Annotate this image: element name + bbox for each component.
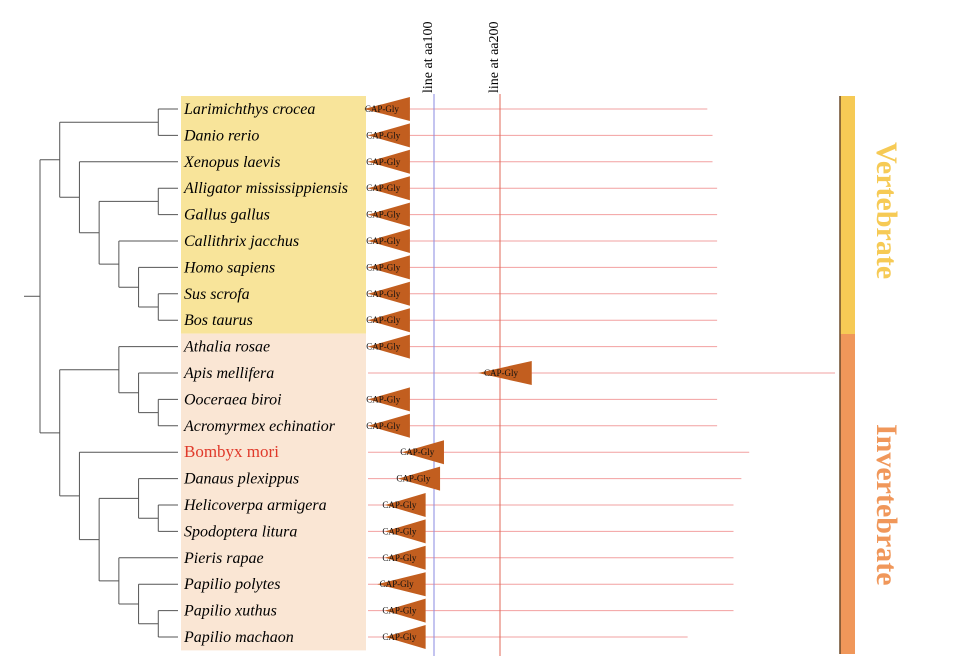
cap-gly-domain	[398, 466, 441, 491]
domain-label: CAP-Gly	[366, 315, 401, 325]
group-side-bars: Vertebrate Invertebrate	[839, 96, 903, 654]
invertebrate-block	[181, 333, 366, 651]
domain-label: CAP-Gly	[382, 526, 417, 536]
cap-gly-domain	[364, 97, 410, 121]
cap-gly-domain	[368, 255, 410, 280]
cap-gly-domain	[368, 334, 410, 359]
species-label: Callithrix jacchus	[184, 233, 299, 250]
cap-gly-domain	[385, 625, 426, 649]
species-label: Bombyx mori	[184, 442, 279, 461]
domain-label: CAP-Gly	[366, 342, 401, 352]
species-label: Alligator mississippiensis	[183, 180, 348, 197]
domain-label: CAP-Gly	[382, 632, 417, 642]
reference-line-label: line at aa100	[421, 21, 436, 93]
vertebrate-label: Vertebrate	[870, 142, 903, 279]
cap-gly-domain	[368, 308, 410, 333]
species-label: Sus scrofa	[184, 286, 250, 303]
reference-lines: line at aa100 line at aa200	[421, 21, 502, 656]
domain-label: CAP-Gly	[366, 130, 401, 140]
domain-label: CAP-Gly	[366, 289, 401, 299]
species-label: Papilio machaon	[183, 629, 294, 646]
cap-gly-domain	[368, 176, 410, 201]
cap-gly-domain	[385, 519, 426, 544]
cap-gly-domain	[368, 123, 410, 148]
cap-gly-domain	[385, 598, 426, 623]
domain-label: CAP-Gly	[366, 183, 401, 193]
domain-label: CAP-Gly	[396, 474, 431, 484]
cap-gly-domain	[385, 545, 426, 570]
domain-label: CAP-Gly	[365, 104, 400, 114]
species-label: Xenopus laevis	[183, 154, 280, 171]
domain-markers: CAP-Gly CAP-Gly CAP-Gly CAP-Gly CAP-Gly CAP-G…	[364, 97, 532, 649]
domain-label: CAP-Gly	[366, 236, 401, 246]
domain-label: CAP-Gly	[382, 606, 417, 616]
vertebrate-block	[181, 96, 366, 334]
species-label: Danaus plexippus	[183, 471, 299, 488]
domain-label: CAP-Gly	[484, 368, 519, 378]
species-label: Spodoptera litura	[184, 523, 297, 540]
cap-gly-domain	[478, 361, 532, 385]
species-label: Danio rerio	[183, 127, 259, 144]
cap-gly-domain	[368, 202, 410, 227]
cap-gly-domain	[377, 572, 426, 597]
protein-length-lines	[368, 108, 836, 638]
species-label: Athalia rosae	[183, 339, 270, 356]
species-label: Homo sapiens	[183, 259, 275, 276]
species-label: Apis mellifera	[183, 365, 274, 382]
species-label: Papilio xuthus	[183, 603, 277, 620]
species-label: Acromyrmex echinatior	[183, 418, 336, 435]
domain-label: CAP-Gly	[366, 157, 401, 167]
domain-label: CAP-Gly	[366, 210, 401, 220]
species-label: Bos taurus	[184, 312, 253, 329]
species-label: Helicoverpa armigera	[183, 497, 327, 514]
species-label: Larimichthys crocea	[183, 101, 315, 118]
reference-line-label: line at aa200	[487, 21, 502, 93]
cap-gly-domain	[368, 229, 410, 253]
group-background-blocks	[181, 96, 366, 651]
species-label: Ooceraea biroi	[184, 391, 282, 408]
domain-label: CAP-Gly	[366, 394, 401, 404]
domain-label: CAP-Gly	[366, 262, 401, 272]
species-label: Gallus gallus	[184, 207, 270, 224]
species-labels: Larimichthys crocea Danio rerio Xenopus la…	[183, 101, 348, 646]
invertebrate-bar	[840, 334, 855, 654]
cap-gly-domain	[402, 440, 444, 465]
vertebrate-bar	[840, 96, 855, 334]
domain-label: CAP-Gly	[382, 553, 417, 563]
domain-label: CAP-Gly	[380, 579, 415, 589]
cap-gly-domain	[385, 493, 426, 517]
domain-label: CAP-Gly	[366, 421, 401, 431]
cap-gly-domain	[368, 413, 410, 438]
species-label: Papilio polytes	[183, 576, 280, 593]
cap-gly-domain	[368, 149, 410, 174]
domain-label: CAP-Gly	[400, 447, 435, 457]
species-label: Pieris rapae	[183, 550, 264, 567]
cap-gly-domain	[368, 387, 410, 412]
phylogenetic-tree	[24, 108, 178, 638]
domain-label: CAP-Gly	[382, 500, 417, 510]
cap-gly-domain	[368, 281, 410, 306]
invertebrate-label: Invertebrate	[870, 424, 903, 586]
